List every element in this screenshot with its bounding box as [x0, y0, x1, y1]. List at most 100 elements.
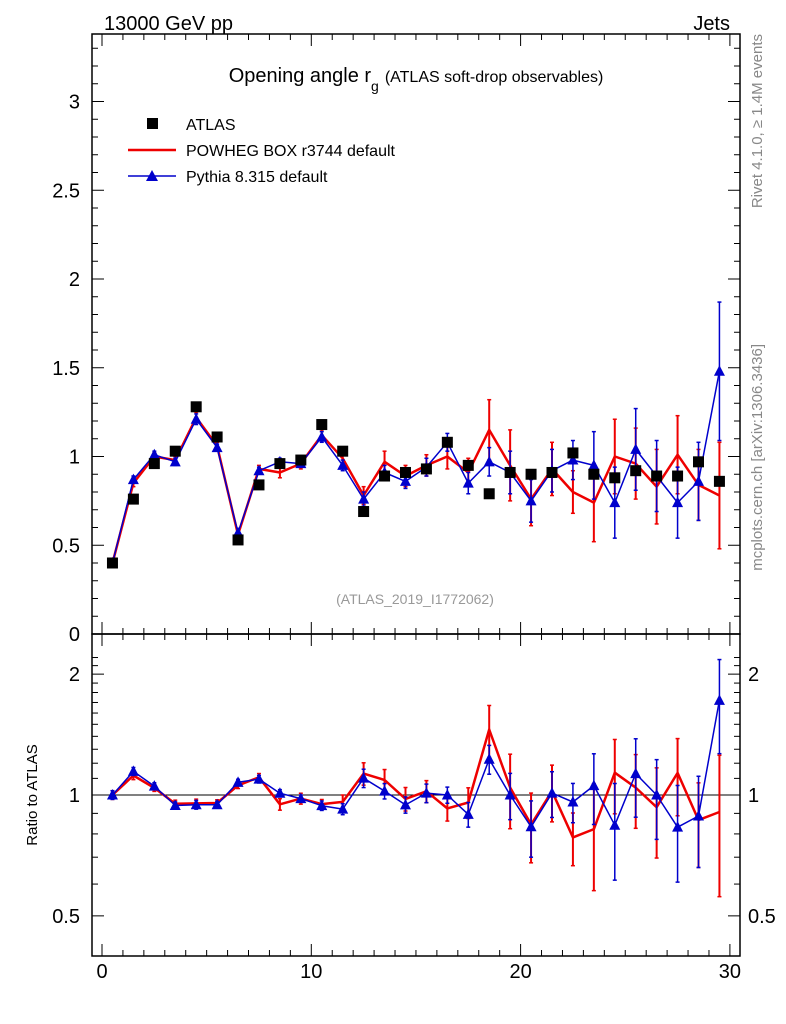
pythia-point-top: [358, 493, 370, 504]
atlas-point: [672, 470, 684, 482]
legend-label-powheg: POWHEG BOX r3744 default: [186, 143, 396, 160]
pythia-point-top: [630, 443, 642, 454]
pythia-point-top: [253, 464, 265, 476]
atlas-point: [295, 454, 307, 466]
pythia-point-ratio: [106, 789, 118, 800]
axes-layer: 0 10 20 30 0 0.5 1 1.5 2 2.5 3 0.5 0.5 1 1 2 2: [52, 34, 776, 983]
atlas-point: [190, 401, 202, 413]
pythia-point-ratio: [399, 798, 411, 810]
atlas-point: [462, 459, 474, 471]
y-tick-label: 2.5: [52, 180, 80, 202]
y-tick-label: 2: [69, 269, 80, 291]
atlas-point: [483, 488, 495, 500]
pythia-point-top: [483, 455, 495, 467]
atlas-point: [148, 458, 160, 470]
atlas-point: [169, 445, 181, 457]
pythia-point-ratio: [190, 798, 202, 810]
atlas-point: [609, 472, 621, 484]
pythia-point-ratio: [274, 787, 286, 798]
atlas-point: [379, 470, 391, 482]
ratio-y-tick-label-right: 1: [748, 785, 759, 807]
pythia-point-ratio: [504, 789, 516, 800]
pythia-point-ratio: [211, 798, 223, 810]
ratio-y-tick-label-left: 1: [69, 785, 80, 807]
pythia-point-ratio: [358, 772, 370, 783]
atlas-point: [588, 468, 600, 480]
pythia-point-top: [190, 413, 202, 424]
atlas-point: [358, 506, 370, 518]
x-tick-label: 0: [96, 961, 107, 983]
legend-label-pythia: Pythia 8.315 default: [186, 169, 328, 186]
pythia-point-ratio: [295, 792, 307, 804]
pythia-point-top: [693, 475, 705, 486]
pythia-point-ratio: [420, 787, 432, 798]
atlas-point: [274, 458, 286, 470]
atlas-point: [693, 456, 705, 468]
atlas-point: [567, 447, 579, 459]
y-tick-label: 1.5: [52, 358, 80, 380]
pythia-point-top: [211, 441, 223, 453]
legend-marker-pythia: [146, 170, 158, 181]
atlas-point: [504, 466, 516, 478]
pythia-point-top: [713, 365, 725, 376]
atlas-point: [399, 466, 411, 478]
atlas-point: [651, 470, 663, 482]
y-tick-label: 1: [69, 447, 80, 469]
pythia-point-top: [609, 496, 621, 508]
pythia-line-top: [111, 371, 721, 564]
atlas-point: [316, 419, 328, 431]
pythia-point-ratio: [441, 789, 453, 800]
pythia-point-ratio: [651, 789, 663, 800]
title-tail: (ATLAS soft-drop observables): [385, 69, 603, 86]
atlas-point: [525, 468, 537, 480]
pythia-point-top: [672, 496, 684, 508]
pythia-point-ratio: [232, 776, 244, 787]
pythia-point-ratio: [379, 785, 391, 796]
atlas-point: [211, 431, 223, 443]
x-tick-label: 20: [509, 961, 531, 983]
y-tick-label: 0.5: [52, 535, 80, 557]
header-left: 13000 GeV pp: [104, 13, 233, 35]
rivet-label: Rivet 4.1.0, ≥ 1.4M events: [749, 34, 766, 208]
pythia-point-ratio: [148, 780, 160, 791]
pythia-point-ratio: [630, 767, 642, 779]
ratio-y-tick-label-left: 0.5: [52, 906, 80, 928]
data-layer: [106, 301, 725, 898]
pythia-point-ratio: [693, 809, 705, 821]
ratio-y-tick-label-right: 2: [748, 664, 759, 686]
pythia-point-ratio: [462, 808, 474, 819]
pythia-point-top: [148, 448, 160, 460]
legend-label-atlas: ATLAS: [186, 117, 236, 134]
pythia-point-top: [337, 459, 349, 470]
chart-title: Opening angle rg (ATLAS soft-drop observa…: [229, 65, 604, 94]
atlas-point: [713, 475, 725, 487]
atlas-point: [630, 465, 642, 477]
pythia-point-top: [588, 459, 600, 470]
pythia-point-ratio: [525, 820, 537, 832]
atlas-point: [441, 436, 453, 448]
pythia-point-ratio: [588, 779, 600, 791]
title-sub: g: [371, 78, 379, 94]
ratio-y-tick-label-left: 2: [69, 664, 80, 686]
pythia-point-ratio: [337, 803, 349, 814]
pythia-point-ratio: [672, 821, 684, 832]
pythia-point-ratio: [713, 694, 725, 705]
atlas-point: [127, 493, 139, 505]
pythia-point-ratio: [483, 753, 495, 764]
ratio-ylabel: Ratio to ATLAS: [24, 744, 41, 845]
atlas-point: [232, 534, 244, 546]
pythia-point-ratio: [253, 773, 265, 784]
pythia-point-top: [525, 494, 537, 506]
powheg-line-ratio: [111, 728, 720, 839]
pythia-point-top: [567, 454, 579, 465]
pythia-point-top: [169, 455, 181, 467]
x-tick-label: 10: [300, 961, 322, 983]
pythia-point-ratio: [546, 787, 558, 798]
atlas-point: [253, 479, 265, 491]
atlas-point: [546, 466, 558, 478]
atlas-point: [420, 463, 432, 475]
pythia-point-top: [399, 475, 411, 486]
atlas-point: [337, 445, 349, 457]
title-main: Opening angle r: [229, 65, 372, 87]
